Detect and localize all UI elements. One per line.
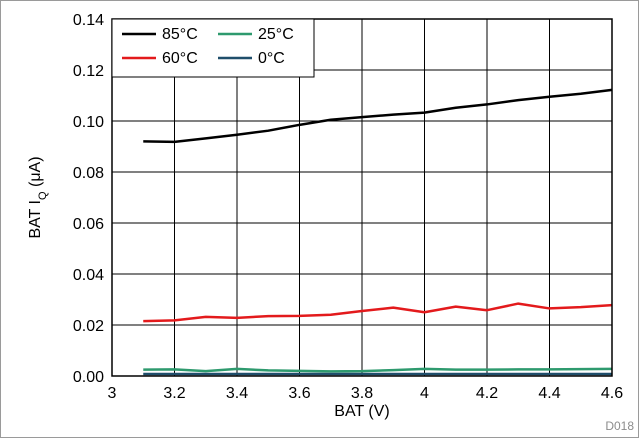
x-tick-labels: 3 3.2 3.4 3.6 3.8 4 4.2 4.4 4.6 [108, 385, 624, 402]
legend-label-2: 60°C [162, 50, 198, 67]
series-line-0 [143, 88, 613, 144]
x-tick-label: 3 [108, 385, 117, 402]
y-tick-label: 0.06 [73, 216, 104, 233]
x-tick-label: 4.2 [476, 385, 498, 402]
series-layer [143, 88, 613, 376]
x-tick-label: 3.6 [288, 385, 310, 402]
y-axis-title: BAT IQ (μA) [27, 156, 49, 238]
x-tick-label: 3.2 [163, 385, 185, 402]
legend-label-3: 0°C [258, 50, 285, 67]
legend: 85°C 25°C 60°C 0°C [111, 18, 315, 78]
y-tick-label: 0.04 [73, 267, 104, 284]
y-tick-label: 0.08 [73, 165, 104, 182]
y-tick-label: 0.02 [73, 318, 104, 335]
y-axis-title-unit: (μA) [27, 156, 44, 191]
series-line-2 [143, 302, 613, 323]
y-tick-labels: 0.00 0.02 0.04 0.06 0.08 0.10 0.12 0.14 [73, 12, 104, 386]
y-tick-label: 0.14 [73, 12, 104, 29]
legend-label-1: 25°C [258, 26, 294, 43]
legend-label-0: 85°C [162, 26, 198, 43]
x-tick-label: 3.8 [351, 385, 373, 402]
series-line-1 [143, 367, 613, 373]
x-tick-label: 4 [420, 385, 429, 402]
y-axis-title-sub: Q [37, 191, 49, 200]
y-tick-label: 0.10 [73, 114, 104, 131]
x-tick-label: 4.4 [538, 385, 560, 402]
x-axis-title: BAT (V) [334, 403, 389, 420]
plot-area-border [111, 18, 613, 377]
x-tick-label: 3.4 [226, 385, 248, 402]
y-tick-label: 0.00 [73, 369, 104, 386]
legend-box [111, 18, 315, 78]
x-tick-label: 4.6 [601, 385, 623, 402]
figure-code: D018 [605, 419, 634, 433]
y-axis-title-main: BAT I [27, 200, 44, 239]
y-tick-label: 0.12 [73, 63, 104, 80]
